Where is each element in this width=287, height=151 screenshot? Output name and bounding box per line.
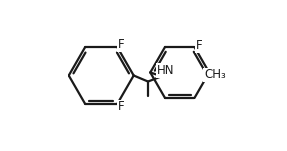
Text: F: F <box>196 39 202 52</box>
Text: CH₃: CH₃ <box>204 68 226 81</box>
Text: F: F <box>118 38 125 51</box>
Text: F: F <box>117 100 124 113</box>
Text: HN: HN <box>157 64 174 77</box>
